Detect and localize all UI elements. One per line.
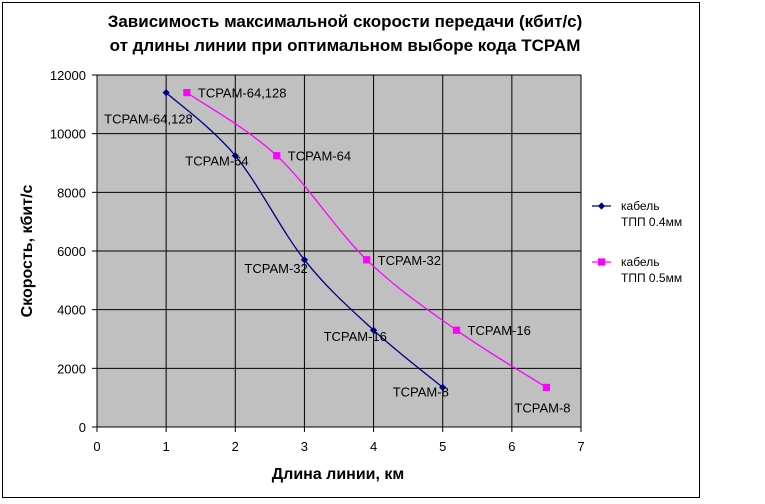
- data-point-square: [452, 326, 461, 334]
- data-label: TCPAM-8: [514, 400, 570, 415]
- data-labels: TCPAM-64,128 TCPAM-64 TCPAM-32 TCPAM-16 TCPA…: [104, 86, 570, 416]
- data-point-diamond: [162, 89, 170, 97]
- gridlines: [96, 74, 582, 428]
- y-tick-label: 2000: [57, 361, 86, 376]
- y-tick-label: 8000: [57, 185, 86, 200]
- legend-marker-square: [598, 258, 606, 266]
- x-tick-label: 5: [439, 439, 446, 454]
- data-label: TCPAM-64,128: [104, 112, 193, 127]
- data-label: TCPAM-8: [393, 384, 449, 399]
- legend-label: ТПП 0.5мм: [621, 271, 682, 285]
- data-point-diamond: [300, 256, 309, 264]
- data-point-square: [273, 152, 281, 160]
- x-tick-label: 7: [577, 439, 584, 454]
- y-tick-label: 6000: [57, 244, 86, 259]
- data-point-diamond: [231, 152, 239, 160]
- legend-label: ТПП 0.4мм: [621, 215, 682, 229]
- series-layer: [162, 89, 551, 391]
- chart-title-line-2: от длины линии при оптимальном выборе ко…: [110, 36, 581, 55]
- x-tick-label: 6: [508, 439, 515, 454]
- data-label: TCPAM-16: [324, 329, 387, 344]
- data-label: TCPAM-16: [468, 323, 531, 338]
- x-axis-title: Длина линии, км: [272, 466, 404, 483]
- data-point-diamond: [439, 383, 447, 391]
- legend-label: кабель: [621, 255, 659, 269]
- tick-labels: 0 1 2 3 4 5 6 7 0 2000 4000 6000 8000 10000 12000: [50, 68, 585, 454]
- x-tick-label: 4: [370, 439, 377, 454]
- data-point-square: [542, 383, 551, 391]
- y-axis-title: Скорость, кбит/с: [19, 184, 36, 317]
- data-point-diamond: [369, 326, 378, 334]
- y-tick-label: 12000: [50, 68, 86, 83]
- x-tick-label: 2: [232, 439, 239, 454]
- data-label: TCPAM-64,128: [198, 86, 287, 101]
- data-label: TCPAM-64: [288, 149, 351, 164]
- data-label: TCPAM-32: [244, 261, 307, 276]
- x-tick-label: 3: [301, 439, 308, 454]
- legend: кабель ТПП 0.4мм кабель ТПП 0.5мм: [592, 199, 682, 285]
- legend-label: кабель: [621, 199, 659, 213]
- x-tick-label: 0: [93, 439, 100, 454]
- data-label: TCPAM-64: [185, 154, 248, 169]
- chart-title-line-1: Зависимость максимальной скорости переда…: [108, 12, 583, 31]
- x-tick-label: 1: [163, 439, 170, 454]
- y-tick-label: 4000: [57, 303, 86, 318]
- legend-marker-diamond: [597, 202, 606, 210]
- y-tick-label: 0: [79, 420, 86, 435]
- y-tick-label: 10000: [50, 127, 86, 142]
- data-point-square: [183, 89, 191, 97]
- data-point-square: [363, 256, 371, 264]
- data-label: TCPAM-32: [378, 253, 441, 268]
